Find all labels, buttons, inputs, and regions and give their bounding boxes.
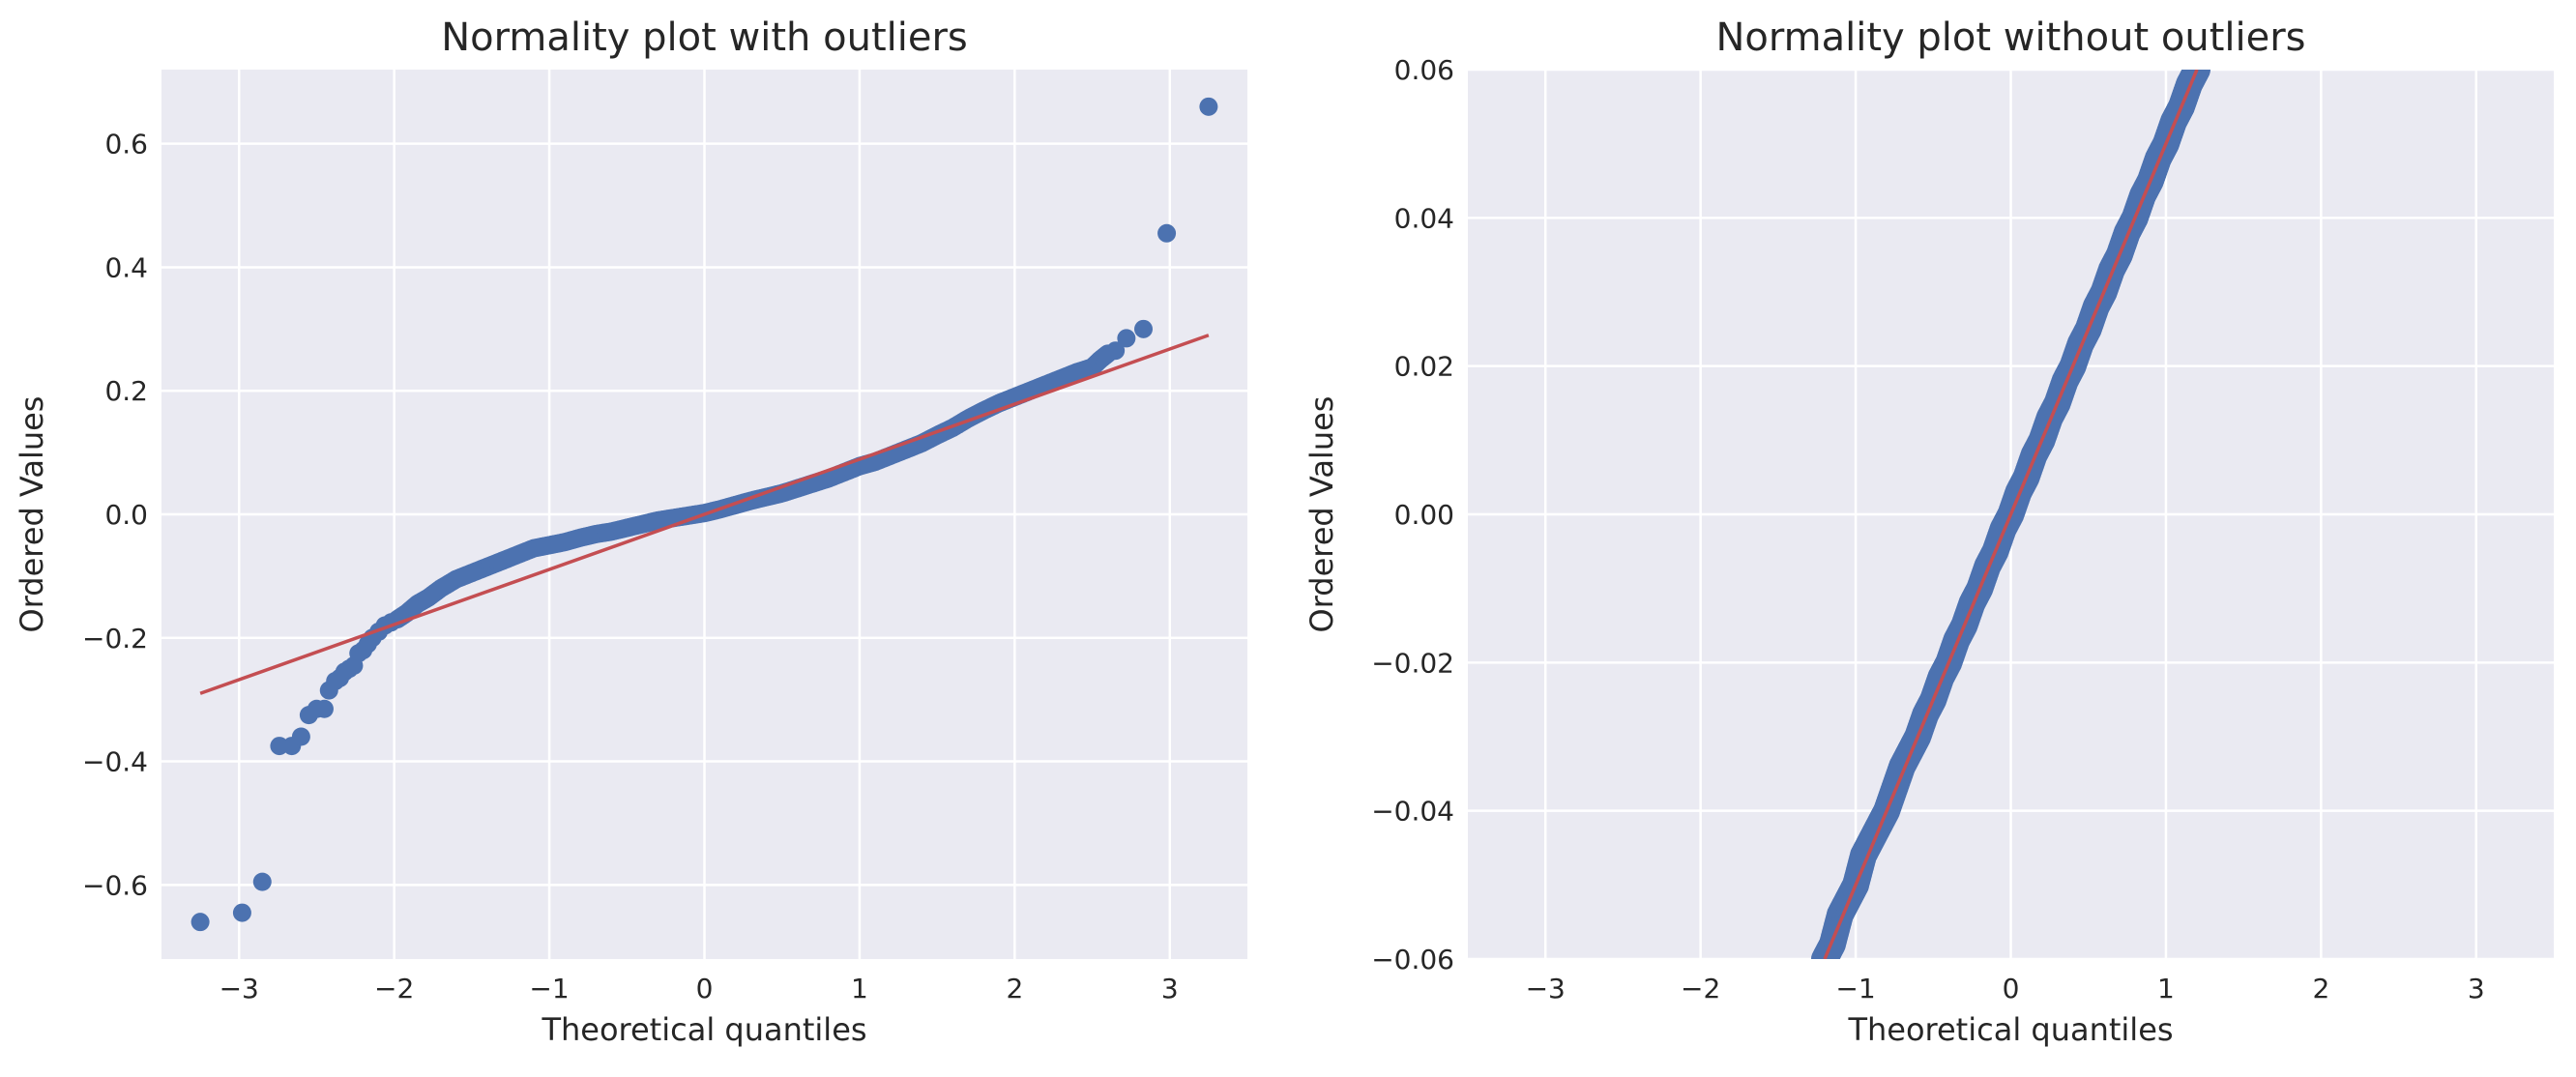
plot-without-outliers: −3 −2 −1 0 1 2 3 −0.06 −0.04 −0.02 0.00 0.02 0.04 0.0… <box>1303 15 2554 1048</box>
data-point <box>232 903 251 922</box>
x-tick-label: 0 <box>2003 973 2020 1004</box>
y-axis-label: Ordered Values <box>14 396 50 633</box>
y-tick-label: 0.02 <box>1394 351 1454 383</box>
x-tick-label: −2 <box>374 973 414 1004</box>
x-tick-label: −1 <box>529 973 569 1004</box>
data-point <box>1199 97 1218 116</box>
x-axis-label: Theoretical quantiles <box>541 1011 866 1048</box>
y-tick-label: −0.2 <box>82 623 148 655</box>
data-point <box>252 872 272 891</box>
y-tick-label: 0.0 <box>104 499 148 531</box>
fit-line <box>199 334 1210 695</box>
x-tick-label: −3 <box>220 973 259 1004</box>
data-point <box>291 727 310 746</box>
y-tick-label: −0.02 <box>1371 647 1454 679</box>
chart-title: Normality plot without outliers <box>1716 15 2306 60</box>
x-tick-label: 1 <box>851 973 868 1004</box>
fit-line <box>1823 70 2199 959</box>
x-tick-label: −1 <box>1835 973 1875 1004</box>
y-tick-label: 0.04 <box>1394 202 1454 234</box>
y-tick-label: 0.2 <box>104 375 148 407</box>
y-tick-label: −0.4 <box>82 746 148 778</box>
x-tick-label: −2 <box>1681 973 1720 1004</box>
chart-title: Normality plot with outliers <box>441 15 968 60</box>
x-tick-label: 3 <box>1161 973 1179 1004</box>
data-point <box>1097 345 1116 364</box>
y-tick-label: −0.06 <box>1371 944 1454 975</box>
y-tick-label: 0.4 <box>104 251 148 283</box>
y-tick-label: −0.04 <box>1371 796 1454 828</box>
data-point <box>1117 329 1136 348</box>
x-tick-label: −3 <box>1526 973 1566 1004</box>
x-tick-label: 2 <box>1006 973 1023 1004</box>
data-point <box>1134 319 1154 338</box>
plot-with-outliers: −3 −2 −1 0 1 2 3 −0.6 −0.4 −0.2 0.0 0.2 0.4 0.6 Normal… <box>14 15 1247 1048</box>
y-tick-label: 0.06 <box>1394 54 1454 86</box>
data-point <box>2182 70 2210 85</box>
x-tick-label: 1 <box>2157 973 2175 1004</box>
data-point <box>190 913 210 932</box>
data-point <box>314 699 334 718</box>
y-tick-label: 0.00 <box>1394 499 1454 531</box>
x-tick-label: 3 <box>2468 973 2485 1004</box>
x-axis-label: Theoretical quantiles <box>1847 1011 2173 1048</box>
x-tick-label: 2 <box>2312 973 2329 1004</box>
y-axis-label: Ordered Values <box>1303 396 1340 633</box>
x-tick-label: 0 <box>696 973 714 1004</box>
y-tick-label: 0.6 <box>104 129 148 160</box>
data-point <box>1157 223 1177 243</box>
y-tick-label: −0.6 <box>82 869 148 901</box>
